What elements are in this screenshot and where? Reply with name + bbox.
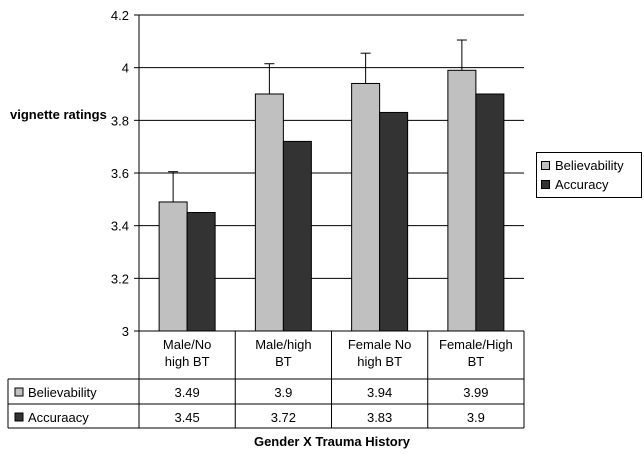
table-value: 3.72 [271,410,296,425]
category-label: high BT [357,354,402,369]
category-label: high BT [165,354,210,369]
table-value: 3.45 [174,410,199,425]
bar-believability-3 [351,82,381,332]
y-tick-label: 3.4 [111,219,129,234]
legend-swatch-believability [541,161,550,170]
y-tick-label: 4.2 [111,8,129,23]
y-tick-label: 4 [122,61,129,76]
legend-label-accuracy: Accuracy [555,177,609,192]
legend-swatch-accuracy [541,180,550,189]
table-row-label: Accuraacy [28,410,89,425]
y-tick-label: 3.2 [111,271,129,286]
y-tick-label: 3 [122,324,129,339]
legend-entry-believability: Believability [541,156,641,175]
data-table: Male/No high BT Male/high BT Female No high B… [7,331,525,429]
error-bar-group [168,39,467,202]
category-label: BT [275,354,292,369]
table-value: 3.99 [463,385,488,400]
table-value: 3.9 [467,410,485,425]
bar-accuracy-2 [282,140,312,332]
bar-accuracy-4 [475,93,505,332]
bar-accuracy-1 [186,212,216,332]
table-swatch-believability [14,387,24,397]
y-axis-label: vignette ratings [10,107,107,122]
table-value: 3.83 [367,410,392,425]
bar-believability-4 [447,69,477,332]
category-label: Female No [348,337,412,352]
bar-believability-1 [158,201,188,332]
table-value: 3.49 [174,385,199,400]
y-tick-labels: 3 3.2 3.4 3.6 3.8 4 4.2 [111,8,129,339]
table-row-label: Believability [28,385,97,400]
category-label: Male/No [163,337,211,352]
legend: Believability Accuracy [536,152,642,198]
table-value: 3.94 [367,385,392,400]
y-tick-label: 3.6 [111,166,129,181]
legend-entry-accuracy: Accuracy [541,175,641,194]
x-axis-label: Gender X Trauma History [253,434,411,449]
table-swatch-accuracy [14,412,24,422]
table-value: 3.9 [274,385,292,400]
bar-accuracy-3 [379,111,409,332]
y-tick-label: 3.8 [111,113,129,128]
bar-group [158,69,505,332]
category-label: Female/High [439,337,513,352]
category-label: BT [468,354,485,369]
bar-believability-2 [254,93,284,332]
legend-label-believability: Believability [555,158,624,173]
category-label: Male/high [255,337,311,352]
